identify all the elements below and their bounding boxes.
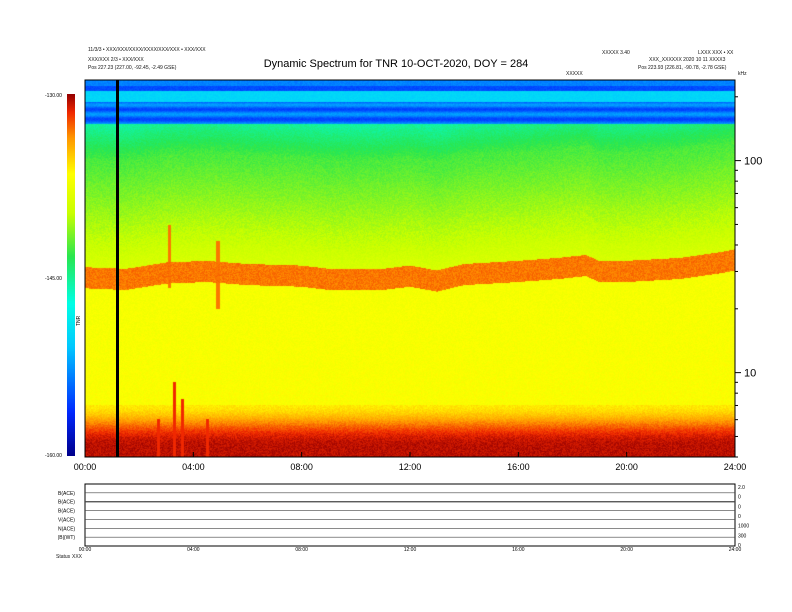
subpanel-right-tick-label: 0: [738, 495, 741, 501]
subpanel-label: N(ACE): [58, 526, 76, 532]
subpanel-label: B(ACE): [58, 491, 75, 497]
subpanel-label: B(ACE): [58, 509, 75, 515]
subpanel-right-tick-label: 2.0: [738, 485, 745, 491]
colorbar: [67, 94, 75, 456]
dynamic-spectrum-heatmap: [85, 80, 735, 457]
colorbar-min-label: -160.00: [45, 453, 62, 459]
header-meta-right-top-b: LXXX XXX • XX: [698, 50, 734, 56]
footer-label-2: XXX: [72, 554, 83, 560]
subpanel-right-tick-label: 0: [738, 543, 741, 549]
subpanel-x-tick-label: 20:00: [620, 547, 633, 553]
x-axis: 00:00 04:00 08:00 12:00 16:00 20:00 24:00: [74, 452, 747, 472]
x-tick-label: 08:00: [290, 462, 313, 472]
header-meta-left-1: 11/3/3 • XXX/XXX/XXXX/XXXX/XXX/XXX • XXX…: [88, 47, 206, 53]
x-tick-label: 04:00: [182, 462, 205, 472]
header-center-small: XXXXX: [566, 71, 583, 77]
subpanel-label: B(ACE): [58, 500, 75, 506]
subpanel-label: V(ACE): [58, 517, 75, 523]
subpanel-right-tick-label: 300: [738, 533, 747, 539]
subpanel-x-tick-label: 12:00: [404, 547, 417, 553]
spectrum-frame: [84, 79, 736, 458]
header-meta-left-2: XXX/XXX 2/3 • XXX/XXX: [88, 57, 144, 63]
subpanel-x-tick-label: 08:00: [295, 547, 308, 553]
subpanel-right-tick-label: 1000: [738, 524, 749, 530]
subpanel-strip: B(ACE) B(ACE) B(ACE) V(ACE) N(ACE) |B|(WT) 2.0…: [58, 483, 749, 553]
subpanel-x-tick-label: 00:00: [79, 547, 92, 553]
chart-title: Dynamic Spectrum for TNR 10-OCT-2020, DO…: [263, 58, 529, 70]
y-tick-label: 10: [744, 368, 756, 380]
colorbar-mid-label: -145.00: [45, 276, 62, 282]
header-meta-right-2: XXX_XXXXXX 2020 10 11 XXXX3: [649, 57, 726, 63]
footer-label-1: Status: [56, 554, 71, 560]
colorbar-max-label: -130.00: [45, 93, 62, 99]
subpanel-x-tick-label: 16:00: [512, 547, 525, 553]
subpanel-frame: [84, 483, 736, 547]
header-meta-right-top-a: XXXXX 3.40: [602, 50, 630, 56]
header-meta-left-3: Pos 227.23 (227.00, -92.45, -2.49 GSE): [88, 65, 177, 71]
x-tick-label: 20:00: [615, 462, 638, 472]
y-axis: 10 100: [735, 96, 762, 458]
x-tick-label: 16:00: [507, 462, 530, 472]
subpanel-right-tick-label: 0: [738, 504, 741, 510]
x-tick-label: 00:00: [74, 462, 97, 472]
header-right-small: kHz: [738, 71, 747, 77]
subpanel-x-tick-label: 24:00: [729, 547, 742, 553]
subpanel-label: |B|(WT): [58, 535, 75, 541]
subpanel-x-tick-label: 04:00: [187, 547, 200, 553]
subpanel-right-tick-label: 0: [738, 514, 741, 520]
x-tick-label: 12:00: [399, 462, 422, 472]
header-meta-right-3: Pos 223.93 (226.81, -90.78, -2.78 GSE): [638, 65, 727, 71]
x-tick-label: 24:00: [724, 462, 747, 472]
y-tick-label: 100: [744, 156, 762, 168]
